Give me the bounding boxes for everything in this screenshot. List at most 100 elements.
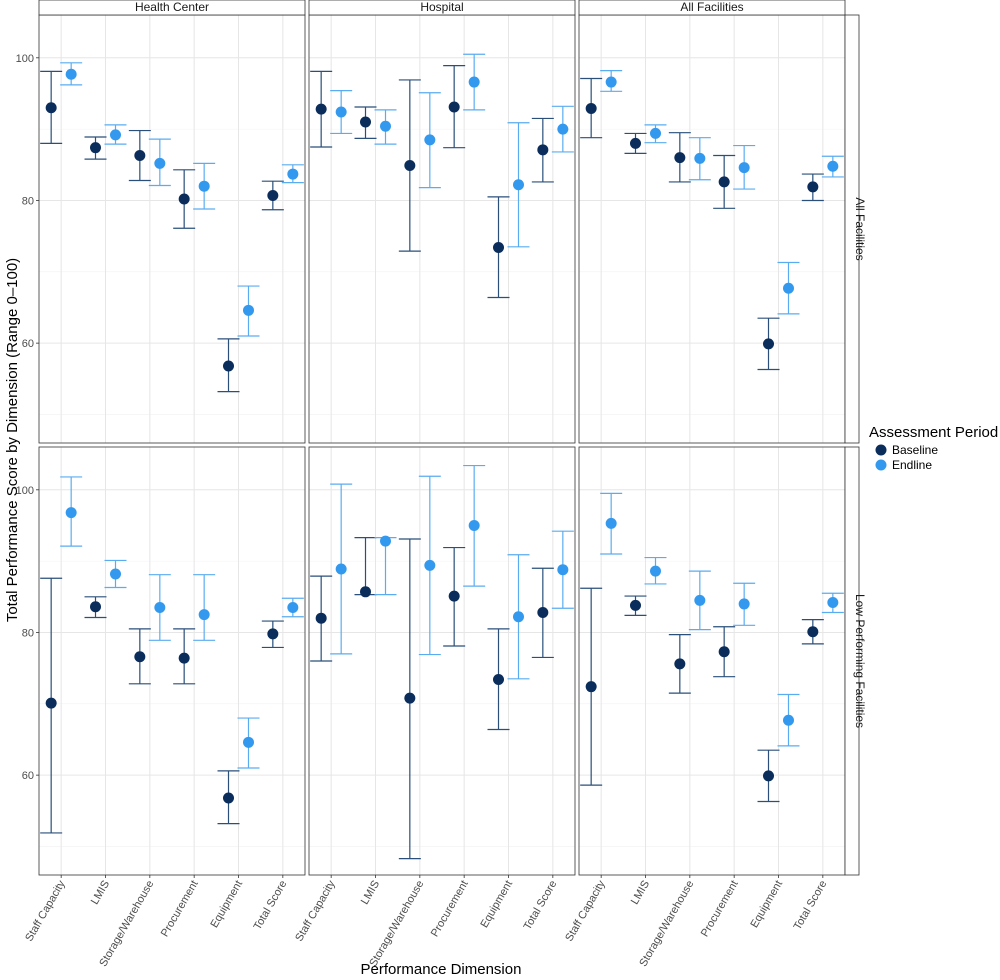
point-endline-lmis — [380, 120, 391, 132]
legend-key-endline — [875, 459, 887, 471]
point-baseline-total-score — [267, 628, 279, 640]
series-endline — [330, 464, 574, 680]
point-endline-staff-capacity — [65, 507, 77, 519]
legend-title: Assessment Period — [869, 424, 998, 441]
panel-health-center-all-facilities — [38, 14, 306, 444]
point-baseline-procurement — [448, 590, 460, 602]
strip-top-hospital: Hospital — [308, 0, 576, 16]
point-endline-staff-capacity — [605, 517, 617, 529]
y-tick-label: 60 — [22, 338, 34, 350]
point-endline-staff-capacity — [605, 76, 617, 88]
point-baseline-procurement — [178, 193, 190, 205]
y-tick-label: 100 — [16, 485, 34, 497]
series-baseline — [310, 65, 554, 299]
panel-hospital-all-facilities — [308, 14, 576, 444]
strip-top-all-facilities: All Facilities — [578, 0, 846, 16]
point-endline-storage-warehouse — [424, 559, 436, 571]
point-endline-lmis — [380, 535, 391, 547]
point-baseline-storage-warehouse — [674, 152, 686, 164]
point-endline-storage-warehouse — [424, 134, 436, 146]
point-endline-lmis — [110, 129, 121, 141]
strips-layer: Health Center Hospital All Facilities All F… — [38, 0, 867, 876]
legend: Assessment Period Baseline Endline — [869, 424, 998, 472]
point-baseline-lmis — [630, 137, 641, 149]
point-endline-storage-warehouse — [154, 602, 166, 613]
panel-health-center-low-performing-facilities — [38, 446, 306, 876]
panel-hospital-low-performing-facilities — [308, 446, 576, 876]
point-endline-procurement — [198, 609, 210, 621]
point-baseline-procurement — [178, 652, 190, 664]
point-baseline-storage-warehouse — [134, 150, 146, 162]
series-baseline — [310, 536, 554, 860]
point-endline-total-score — [557, 123, 569, 135]
point-baseline-lmis — [90, 601, 101, 613]
point-baseline-procurement — [718, 646, 730, 658]
point-endline-total-score — [287, 602, 299, 613]
strip-top-health-center: Health Center — [38, 0, 306, 16]
point-baseline-procurement — [448, 101, 460, 113]
y-axis-title: Total Performance Score by Dimension (Ra… — [4, 258, 21, 622]
strip-background — [38, 0, 306, 16]
point-baseline-staff-capacity — [585, 681, 597, 693]
panel-background — [579, 15, 845, 443]
series-endline — [600, 70, 844, 315]
point-endline-lmis — [110, 568, 121, 580]
point-endline-total-score — [557, 564, 569, 576]
point-endline-procurement — [468, 519, 480, 531]
strip-label: All Facilities — [853, 197, 867, 260]
point-baseline-equipment — [493, 242, 504, 254]
point-baseline-total-score — [267, 189, 279, 201]
legend-label-baseline: Baseline — [892, 443, 938, 457]
point-baseline-storage-warehouse — [134, 651, 146, 663]
series-baseline — [40, 70, 284, 393]
panel-background — [39, 15, 305, 443]
panel-background — [309, 447, 575, 875]
point-baseline-equipment — [223, 792, 234, 804]
strip-label: Low Performing Facilities — [853, 594, 867, 728]
series-endline — [600, 492, 844, 747]
point-endline-equipment — [783, 714, 794, 726]
point-endline-total-score — [827, 160, 839, 172]
y-axis-row-2: 60 80 100 — [16, 485, 39, 782]
y-tick-label: 80 — [22, 195, 34, 207]
legend-label-endline: Endline — [892, 458, 932, 472]
strip-label: Hospital — [420, 0, 463, 14]
panel-border — [308, 446, 576, 876]
point-endline-lmis — [650, 565, 661, 577]
strip-background — [578, 0, 846, 16]
point-endline-procurement — [738, 162, 750, 174]
strip-right-low-performing-facilities: Low Performing Facilities — [844, 446, 867, 876]
point-endline-equipment — [243, 736, 254, 748]
point-baseline-equipment — [223, 360, 234, 372]
y-axis-layer: 60 80 100 60 80 100 — [16, 53, 39, 782]
y-tick-label: 60 — [22, 770, 34, 782]
y-tick-label: 80 — [22, 627, 34, 639]
point-endline-storage-warehouse — [694, 594, 706, 606]
point-endline-equipment — [783, 282, 794, 294]
point-endline-procurement — [468, 76, 480, 88]
point-baseline-procurement — [718, 176, 730, 188]
point-baseline-lmis — [360, 116, 371, 128]
series-baseline — [40, 577, 284, 834]
point-baseline-lmis — [630, 599, 641, 611]
point-baseline-storage-warehouse — [674, 658, 686, 670]
point-endline-staff-capacity — [335, 106, 347, 118]
point-endline-equipment — [513, 179, 524, 191]
series-baseline — [580, 77, 824, 371]
point-endline-lmis — [650, 127, 661, 139]
point-baseline-equipment — [763, 770, 774, 782]
strip-label: All Facilities — [680, 0, 743, 14]
y-axis-row-1: 60 80 100 — [16, 53, 39, 350]
point-baseline-staff-capacity — [315, 103, 327, 115]
point-baseline-total-score — [807, 181, 819, 193]
point-endline-staff-capacity — [335, 563, 347, 575]
strip-background — [844, 446, 860, 876]
point-baseline-lmis — [90, 142, 101, 154]
errorbar-endline-procurement — [193, 574, 216, 641]
point-baseline-staff-capacity — [585, 102, 597, 114]
point-endline-equipment — [243, 304, 254, 316]
point-baseline-lmis — [360, 586, 371, 598]
legend-key-baseline — [875, 444, 887, 456]
series-endline — [330, 53, 574, 248]
